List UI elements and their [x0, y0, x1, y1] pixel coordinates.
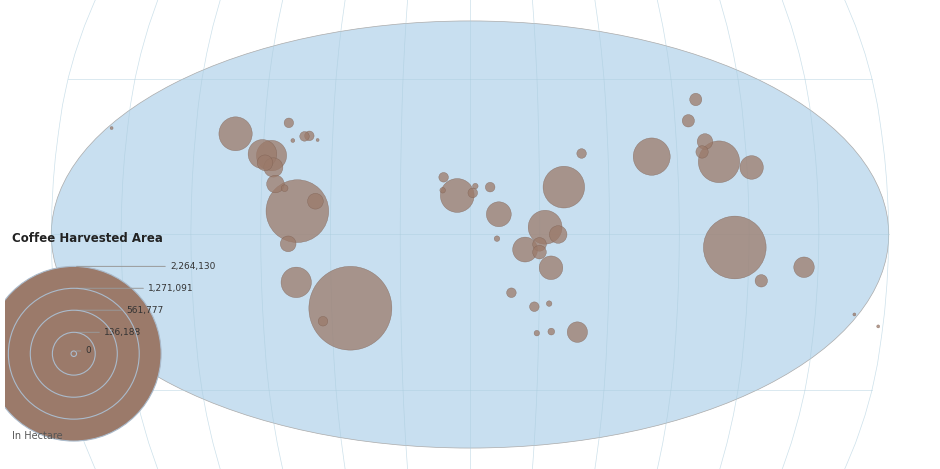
Text: 0: 0: [86, 347, 91, 356]
Ellipse shape: [543, 166, 585, 208]
Ellipse shape: [682, 114, 695, 127]
Ellipse shape: [533, 238, 546, 251]
Ellipse shape: [529, 302, 540, 311]
Ellipse shape: [307, 193, 323, 209]
Text: 561,777: 561,777: [127, 306, 164, 315]
Ellipse shape: [468, 188, 478, 198]
Ellipse shape: [494, 236, 500, 242]
Ellipse shape: [567, 322, 588, 342]
Ellipse shape: [740, 156, 763, 179]
Ellipse shape: [280, 236, 296, 252]
Ellipse shape: [485, 182, 495, 192]
Ellipse shape: [486, 202, 511, 227]
Ellipse shape: [316, 138, 319, 142]
Ellipse shape: [264, 158, 283, 177]
Ellipse shape: [534, 330, 540, 336]
Ellipse shape: [853, 313, 856, 316]
Ellipse shape: [258, 155, 273, 171]
Text: 1,271,091: 1,271,091: [149, 284, 194, 293]
Ellipse shape: [755, 274, 767, 287]
Ellipse shape: [698, 141, 740, 182]
Ellipse shape: [546, 301, 552, 306]
Ellipse shape: [290, 138, 295, 143]
Ellipse shape: [305, 131, 314, 141]
Ellipse shape: [690, 93, 702, 106]
Ellipse shape: [248, 140, 276, 168]
Ellipse shape: [281, 185, 288, 192]
Ellipse shape: [696, 146, 708, 158]
Ellipse shape: [697, 134, 713, 150]
Ellipse shape: [266, 180, 329, 242]
Text: 136,188: 136,188: [104, 328, 142, 337]
Ellipse shape: [548, 328, 555, 335]
Ellipse shape: [309, 266, 392, 350]
Ellipse shape: [577, 149, 587, 159]
Ellipse shape: [300, 131, 309, 141]
Ellipse shape: [319, 317, 328, 326]
Ellipse shape: [533, 245, 546, 259]
Ellipse shape: [281, 267, 311, 298]
Ellipse shape: [0, 266, 161, 441]
Ellipse shape: [507, 288, 516, 297]
Ellipse shape: [284, 118, 293, 128]
Text: Coffee Harvested Area: Coffee Harvested Area: [11, 232, 163, 245]
Ellipse shape: [540, 256, 563, 280]
Ellipse shape: [219, 117, 252, 151]
Ellipse shape: [110, 127, 113, 129]
Ellipse shape: [549, 226, 567, 243]
Ellipse shape: [439, 173, 448, 182]
Ellipse shape: [52, 21, 888, 448]
Ellipse shape: [703, 216, 766, 279]
Ellipse shape: [512, 237, 538, 262]
Ellipse shape: [257, 140, 287, 171]
Ellipse shape: [793, 257, 814, 278]
Ellipse shape: [267, 175, 284, 193]
Text: In Hectare: In Hectare: [11, 431, 62, 441]
Ellipse shape: [634, 138, 670, 175]
Ellipse shape: [877, 325, 880, 328]
Ellipse shape: [440, 188, 446, 193]
Text: 2,264,130: 2,264,130: [170, 262, 215, 271]
Ellipse shape: [473, 183, 478, 189]
Ellipse shape: [528, 210, 562, 244]
Ellipse shape: [440, 179, 474, 212]
